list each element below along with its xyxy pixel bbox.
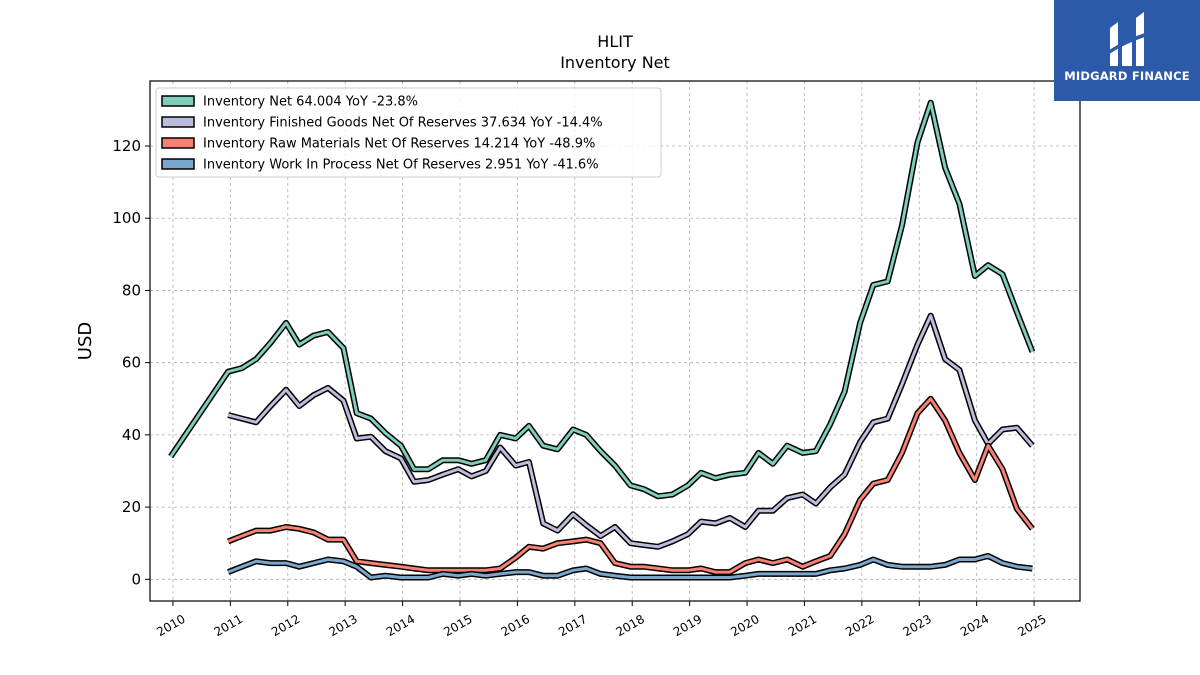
series-path [227,314,1034,549]
series-path [227,397,1034,574]
x-tick-label: 2023 [901,612,934,639]
x-tick-label: 2019 [671,612,704,639]
x-tick-label: 2018 [613,612,646,639]
x-axis: 2010 2011 2012 2013 2014 2015 2016 2017 2018 2019… [154,601,1049,639]
legend-item: Inventory Raw Materials Net Of Reserves … [161,137,595,152]
y-tick-label: 60 [122,354,141,372]
x-tick-label: 2014 [384,612,417,639]
series-line-3 [227,395,1035,576]
x-tick-label: 2022 [843,612,876,639]
logo-icon [1106,12,1148,66]
x-tick-label: 2015 [441,612,474,639]
x-tick-label: 2017 [556,612,589,639]
y-axis: 0 20 40 60 80 100 120 [112,137,150,588]
legend-label: Inventory Net 64.004 YoY -23.8% [203,95,418,110]
legend-label: Inventory Work In Process Net Of Reserve… [203,158,599,173]
y-tick-label: 0 [131,570,141,588]
legend-swatch [161,158,195,170]
legend-swatch [161,116,195,128]
y-tick-label: 40 [122,426,141,444]
y-tick-label: 120 [112,137,141,155]
series-lines [168,99,1036,581]
series-line-4 [227,552,1033,581]
y-tick-label: 80 [122,281,141,299]
x-tick-label: 2021 [786,612,819,639]
x-tick-label: 2011 [212,612,245,639]
x-tick-label: 2024 [958,612,991,639]
x-tick-label: 2016 [499,612,532,639]
legend-item: Inventory Net 64.004 YoY -23.8% [161,95,418,110]
y-tick-label: 100 [112,209,141,227]
legend-box [155,87,662,178]
x-tick-label: 2025 [1015,612,1048,639]
series-line-1 [168,99,1036,500]
legend-swatch [161,137,195,149]
series-path [169,101,1034,498]
chart-subtitle: Inventory Net [560,53,670,72]
x-tick-label: 2013 [326,612,359,639]
series-path [227,554,1033,579]
plot-frame [149,80,1081,602]
y-tick-label: 20 [122,498,141,516]
legend-swatch [161,95,195,107]
legend-label: Inventory Finished Goods Net Of Reserves… [203,116,603,131]
x-tick-label: 2010 [154,612,187,639]
chart-title: HLIT [597,32,633,51]
legend: Inventory Net 64.004 YoY -23.8% Inventory… [155,87,662,178]
x-tick-label: 2012 [269,612,302,639]
series-line-2 [227,312,1035,550]
brand-logo: MIDGARD FINANCE [1054,0,1200,101]
y-axis-label: USD [75,322,96,360]
x-tick-label: 2020 [728,612,761,639]
legend-label: Inventory Raw Materials Net Of Reserves … [203,137,595,152]
logo-text: MIDGARD FINANCE [1064,69,1190,83]
legend-item: Inventory Finished Goods Net Of Reserves… [161,116,603,131]
legend-item: Inventory Work In Process Net Of Reserve… [161,158,599,173]
